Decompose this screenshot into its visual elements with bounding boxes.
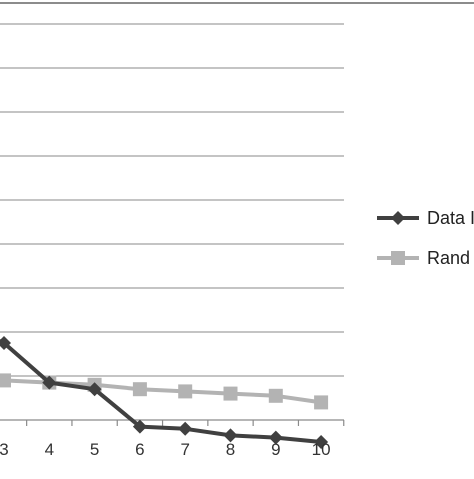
x-axis — [0, 419, 345, 426]
x-tick-label: 3 — [0, 440, 9, 459]
data-point — [268, 388, 283, 403]
data-point — [178, 421, 193, 436]
x-tick-labels: 3 4 5 6 7 8 9 10 — [0, 440, 331, 459]
gridlines — [0, 23, 344, 377]
legend-label: Rand — [427, 248, 470, 268]
data-point — [42, 375, 57, 390]
data-point — [0, 373, 11, 388]
legend: Data I Rand — [377, 208, 474, 268]
x-tick-label: 6 — [135, 440, 144, 459]
legend-marker — [391, 211, 405, 225]
legend-entry: Rand — [377, 248, 470, 268]
series-lines — [0, 336, 329, 449]
x-tick-label: 9 — [271, 440, 280, 459]
data-point — [0, 336, 11, 350]
data-point — [268, 430, 283, 445]
x-tick-label: 10 — [312, 440, 331, 459]
legend-marker — [391, 251, 405, 265]
data-point — [87, 382, 102, 397]
x-tick-label: 8 — [226, 440, 235, 459]
x-tick-label: 4 — [45, 440, 54, 459]
data-point — [223, 386, 238, 401]
x-tick-label: 5 — [90, 440, 99, 459]
legend-entry: Data I — [377, 208, 474, 228]
legend-label: Data I — [427, 208, 474, 228]
data-point — [178, 384, 193, 399]
data-point — [314, 395, 329, 410]
data-point — [132, 382, 147, 397]
series-data-i — [0, 336, 329, 449]
data-point — [132, 419, 147, 434]
data-point — [223, 428, 238, 443]
x-tick-label: 7 — [180, 440, 189, 459]
data-point — [314, 435, 329, 449]
